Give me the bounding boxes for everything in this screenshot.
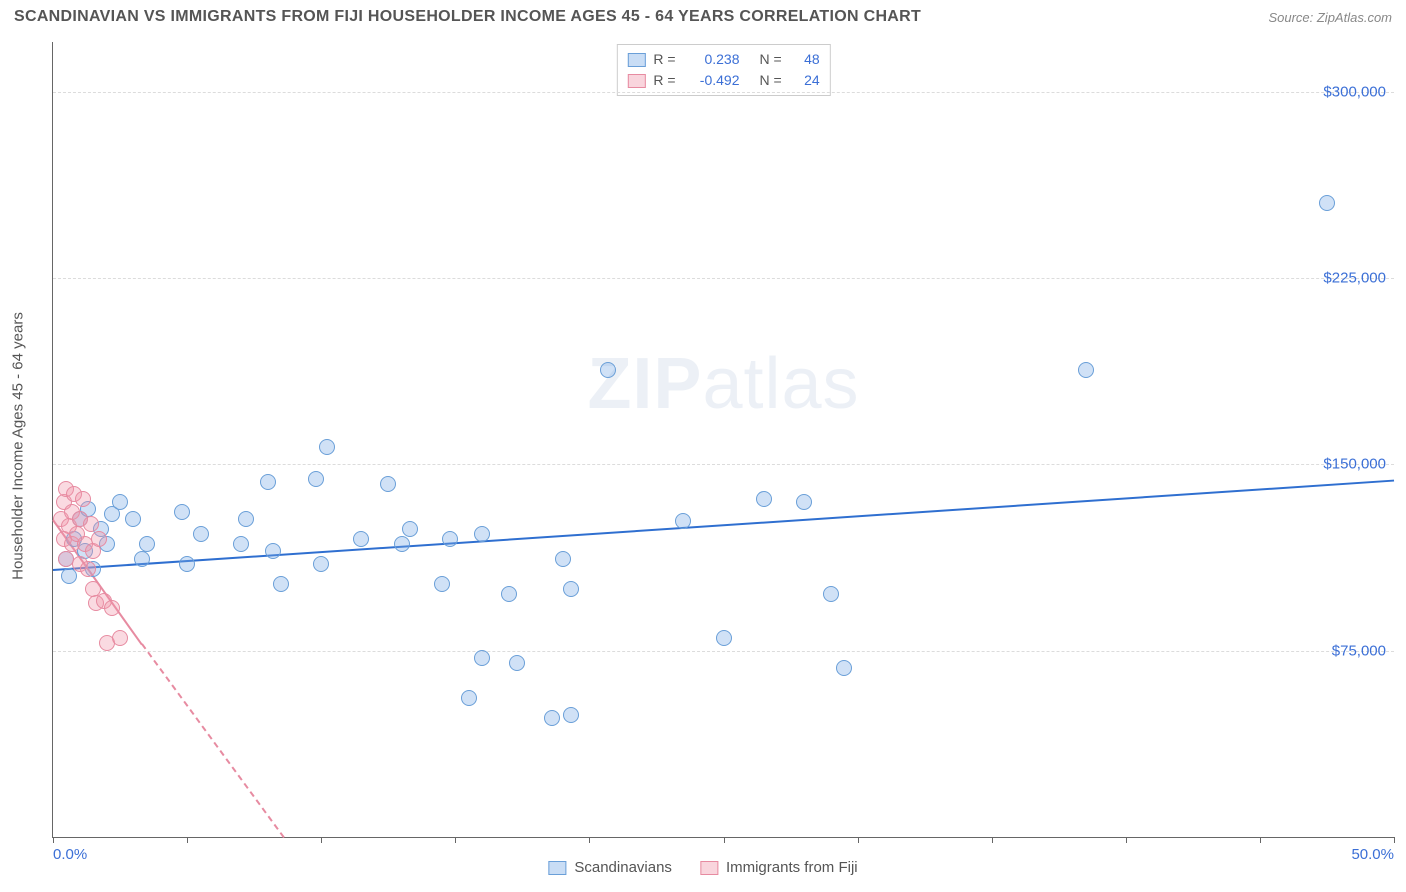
x-tick xyxy=(53,837,54,843)
chart-title: SCANDINAVIAN VS IMMIGRANTS FROM FIJI HOU… xyxy=(14,8,921,26)
trend-line xyxy=(53,479,1394,570)
data-point xyxy=(555,551,571,567)
trend-line xyxy=(141,644,285,839)
data-point xyxy=(823,586,839,602)
x-tick-label: 0.0% xyxy=(53,846,87,863)
data-point xyxy=(80,561,96,577)
correlation-legend: R = 0.238 N = 48 R = -0.492 N = 24 xyxy=(616,44,830,96)
data-point xyxy=(380,476,396,492)
data-point xyxy=(563,581,579,597)
legend-item-scandinavians: Scandinavians xyxy=(548,859,672,876)
data-point xyxy=(83,516,99,532)
x-tick xyxy=(1394,837,1395,843)
scatter-chart: ZIPatlas R = 0.238 N = 48 R = -0.492 N =… xyxy=(52,42,1394,838)
x-tick xyxy=(589,837,590,843)
y-tick-label: $225,000 xyxy=(1323,270,1386,287)
data-point xyxy=(1078,362,1094,378)
data-point xyxy=(139,536,155,552)
gridline xyxy=(53,92,1394,93)
data-point xyxy=(442,531,458,547)
data-point xyxy=(544,710,560,726)
data-point xyxy=(402,521,418,537)
x-tick xyxy=(1126,837,1127,843)
x-tick xyxy=(724,837,725,843)
series-legend: Scandinavians Immigrants from Fiji xyxy=(548,859,857,876)
data-point xyxy=(501,586,517,602)
correlation-row-b: R = -0.492 N = 24 xyxy=(627,70,819,91)
x-tick xyxy=(1260,837,1261,843)
data-point xyxy=(563,707,579,723)
legend-item-fiji: Immigrants from Fiji xyxy=(700,859,858,876)
data-point xyxy=(474,650,490,666)
swatch-scandinavians xyxy=(627,53,645,67)
data-point xyxy=(260,474,276,490)
x-tick-label: 50.0% xyxy=(1351,846,1394,863)
data-point xyxy=(273,576,289,592)
data-point xyxy=(75,491,91,507)
data-point xyxy=(434,576,450,592)
data-point xyxy=(313,556,329,572)
data-point xyxy=(474,526,490,542)
data-point xyxy=(461,690,477,706)
data-point xyxy=(394,536,410,552)
x-tick xyxy=(321,837,322,843)
data-point xyxy=(353,531,369,547)
data-point xyxy=(796,494,812,510)
data-point xyxy=(600,362,616,378)
gridline xyxy=(53,651,1394,652)
swatch-fiji xyxy=(700,861,718,875)
swatch-scandinavians xyxy=(548,861,566,875)
data-point xyxy=(112,494,128,510)
data-point xyxy=(179,556,195,572)
swatch-fiji xyxy=(627,74,645,88)
gridline xyxy=(53,464,1394,465)
data-point xyxy=(104,600,120,616)
y-tick-label: $150,000 xyxy=(1323,456,1386,473)
data-point xyxy=(319,439,335,455)
correlation-row-a: R = 0.238 N = 48 xyxy=(627,49,819,70)
data-point xyxy=(265,543,281,559)
x-tick xyxy=(992,837,993,843)
data-point xyxy=(716,630,732,646)
chart-source: Source: ZipAtlas.com xyxy=(1268,10,1392,25)
watermark: ZIPatlas xyxy=(587,343,859,425)
x-tick xyxy=(187,837,188,843)
data-point xyxy=(836,660,852,676)
data-point xyxy=(112,630,128,646)
x-tick xyxy=(858,837,859,843)
data-point xyxy=(756,491,772,507)
data-point xyxy=(509,655,525,671)
y-axis-label: Householder Income Ages 45 - 64 years xyxy=(10,312,27,580)
data-point xyxy=(91,531,107,547)
chart-header: SCANDINAVIAN VS IMMIGRANTS FROM FIJI HOU… xyxy=(0,0,1406,32)
data-point xyxy=(308,471,324,487)
x-tick xyxy=(455,837,456,843)
data-point xyxy=(238,511,254,527)
data-point xyxy=(1319,195,1335,211)
y-tick-label: $300,000 xyxy=(1323,83,1386,100)
data-point xyxy=(675,513,691,529)
data-point xyxy=(233,536,249,552)
gridline xyxy=(53,278,1394,279)
data-point xyxy=(125,511,141,527)
data-point xyxy=(193,526,209,542)
y-tick-label: $75,000 xyxy=(1332,642,1386,659)
data-point xyxy=(134,551,150,567)
data-point xyxy=(174,504,190,520)
